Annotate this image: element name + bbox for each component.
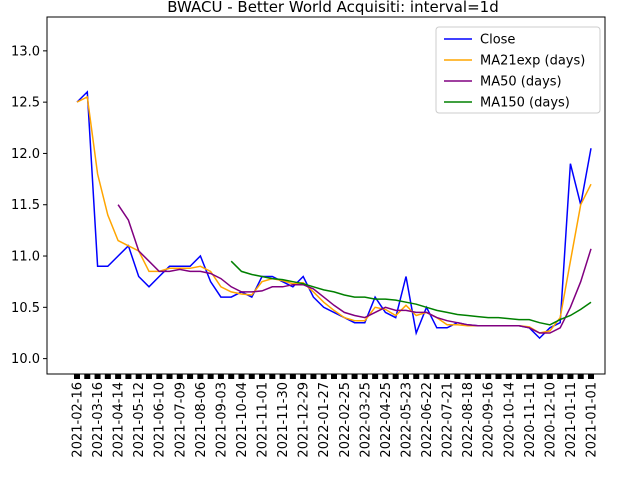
- y-tick-label: 11.5: [11, 198, 40, 213]
- x-tick-label: 2021-01-01: [585, 382, 600, 458]
- y-tick-label: 10.5: [11, 301, 40, 316]
- x-tick-label: 2020-11-11: [523, 382, 538, 458]
- x-tick-label: 2022-02-25: [338, 382, 353, 458]
- x-tick-label: 2021-11-01: [256, 382, 271, 458]
- x-tick-label: 2021-03-16: [91, 382, 106, 458]
- plot-frame: [46, 16, 606, 375]
- x-tick-label: 2020-10-14: [502, 382, 517, 458]
- y-tick-label: 12.0: [11, 147, 40, 162]
- x-tick-label: 2021-07-09: [173, 382, 188, 458]
- x-tick-label: 2021-12-29: [297, 382, 312, 458]
- y-tick-label: 11.0: [11, 250, 40, 265]
- x-tick-label: 2021-10-04: [235, 382, 250, 458]
- series-line: [117, 204, 592, 334]
- x-tick-label: 2021-01-11: [564, 382, 579, 458]
- x-tick-label: 2021-08-06: [194, 382, 209, 458]
- y-tick-label: 10.0: [11, 352, 40, 367]
- legend-label: MA50 (days): [480, 75, 562, 90]
- x-tick-label: 2022-07-21: [441, 382, 456, 458]
- x-tick-label: 2022-06-22: [420, 382, 435, 458]
- series-line: [76, 90, 592, 340]
- x-tick-label: 2022-01-27: [317, 382, 332, 458]
- series-line: [76, 95, 592, 334]
- x-tick-label: 2021-05-12: [132, 382, 147, 458]
- legend-label: MA150 (days): [480, 96, 570, 111]
- x-tick-label: 2022-08-18: [461, 382, 476, 458]
- y-tick-label: 12.5: [11, 96, 40, 111]
- x-tick-label: 2020-09-16: [482, 382, 497, 458]
- x-tick-label: 2020-12-10: [543, 382, 558, 458]
- y-tick-label: 13.0: [11, 44, 40, 59]
- legend-label: MA21exp (days): [480, 54, 585, 69]
- x-tick-label: 2021-09-03: [214, 382, 229, 458]
- x-tick-label: 2021-04-14: [112, 382, 127, 458]
- x-tick-label: 2022-05-23: [399, 382, 414, 458]
- x-tick-label: 2022-03-25: [358, 382, 373, 458]
- x-tick-label: 2021-02-16: [71, 382, 86, 458]
- legend-label: Close: [480, 33, 515, 48]
- x-tick-label: 2021-06-10: [153, 382, 168, 458]
- x-tick-label: 2022-04-25: [379, 382, 394, 458]
- x-tick-label: 2021-11-30: [276, 382, 291, 458]
- legend-box: [435, 26, 601, 114]
- chart-title: BWACU - Better World Acquisiti: interval…: [167, 0, 498, 16]
- series-line: [230, 260, 592, 326]
